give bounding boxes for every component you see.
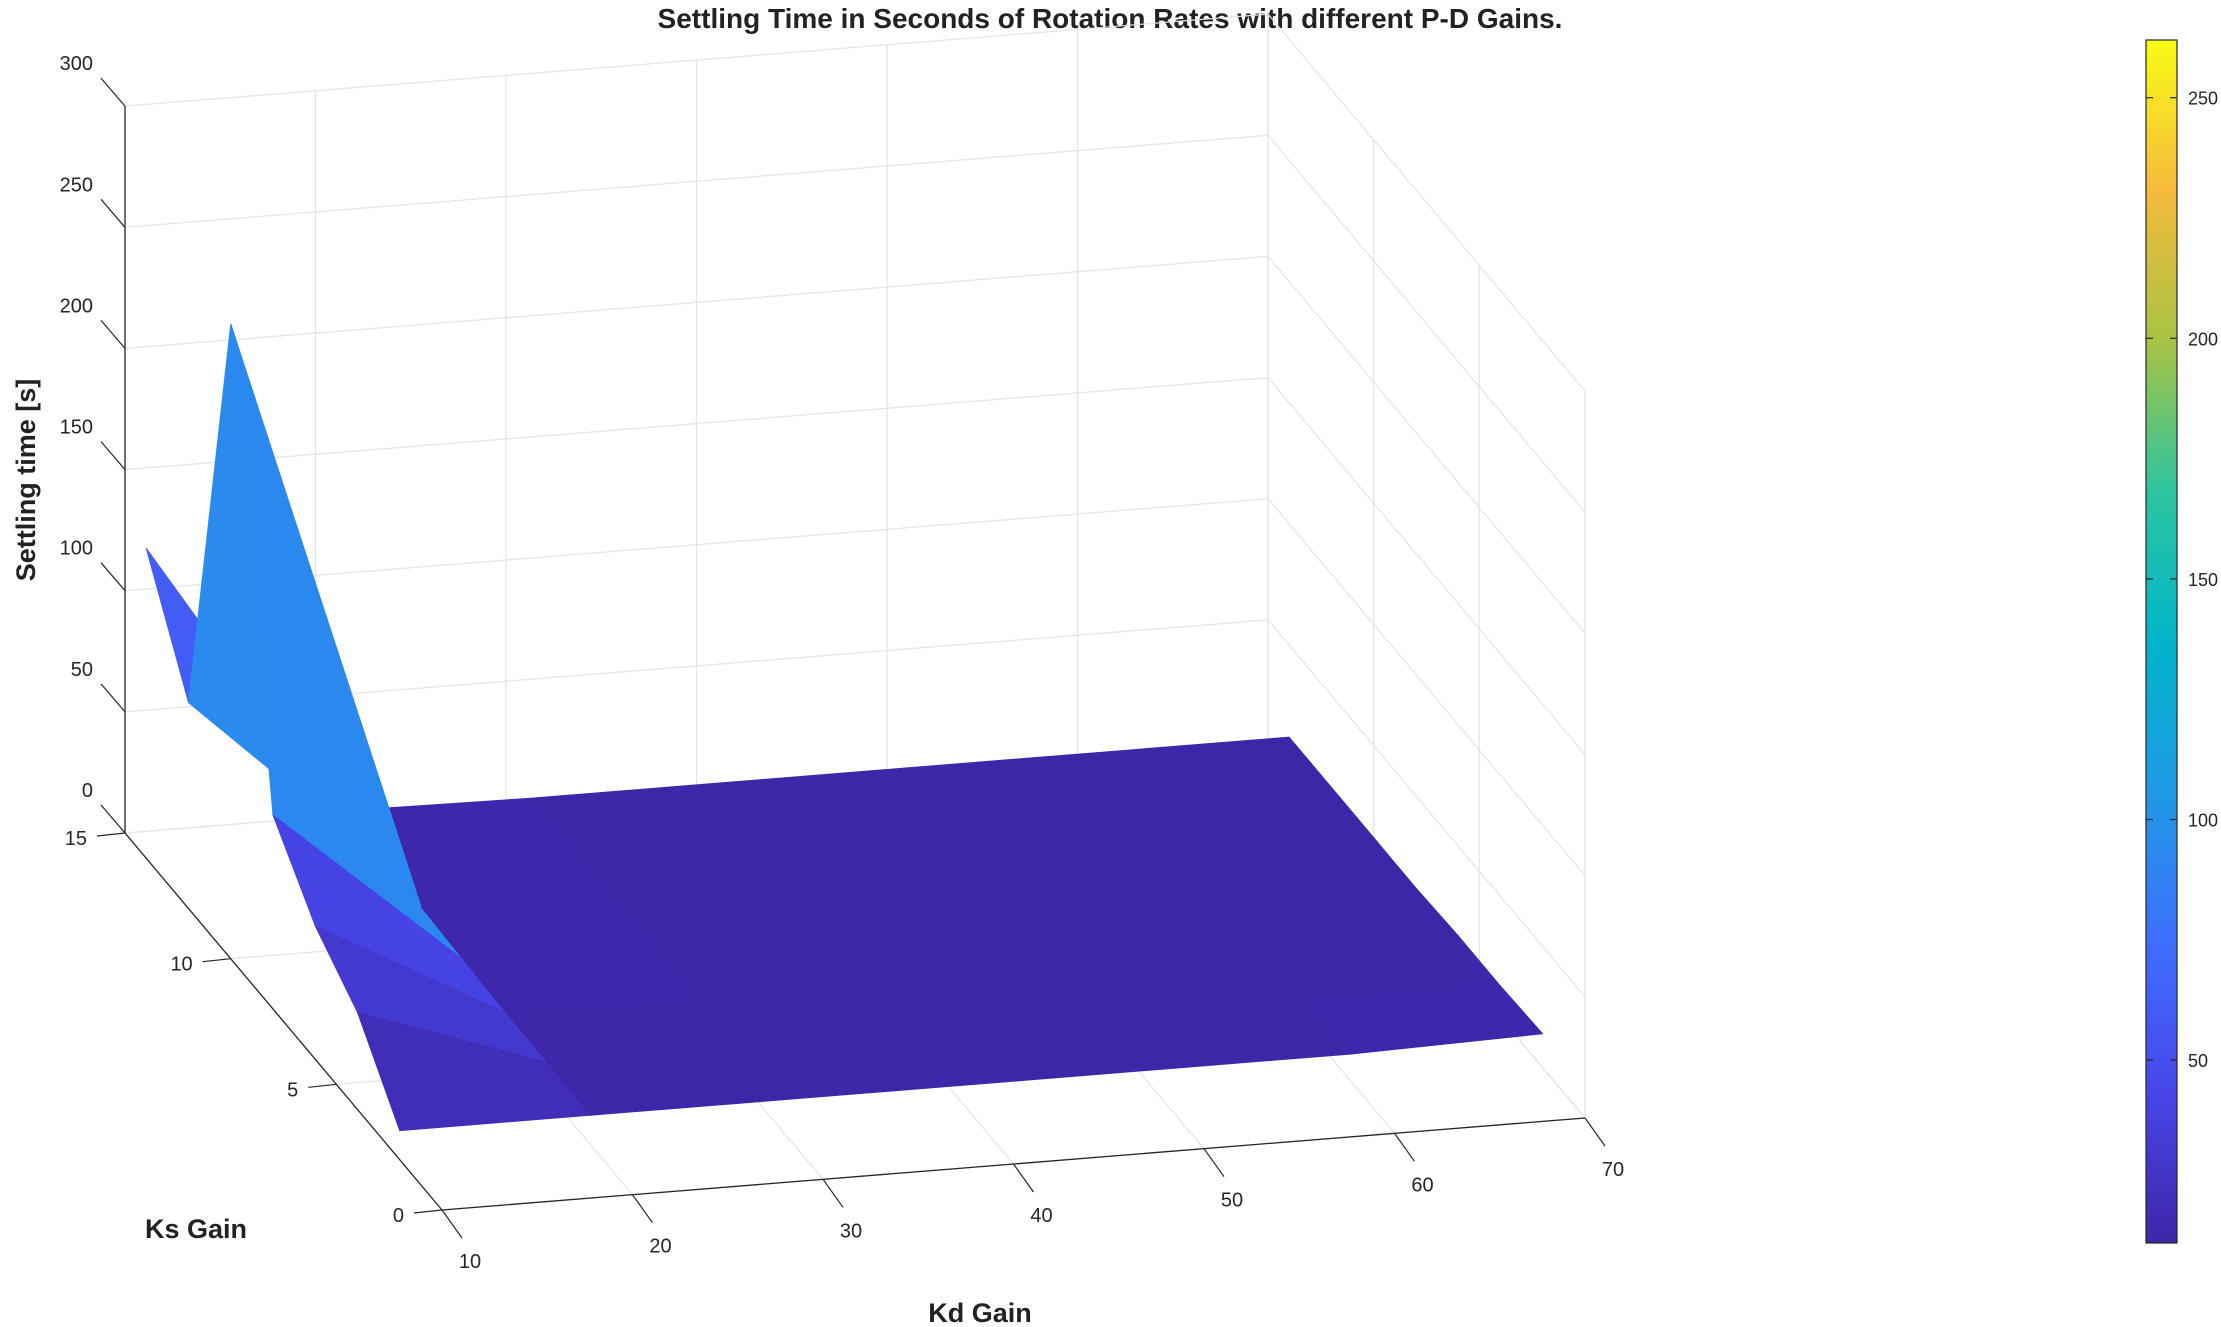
colorbar-tick-label: 250	[2188, 89, 2218, 109]
x-tick-mark	[632, 1194, 653, 1224]
y-tick-label: 10	[170, 954, 192, 976]
z-tick-label: 100	[60, 538, 93, 560]
x-tick-label: 60	[1411, 1174, 1433, 1196]
z-tick-mark	[100, 77, 126, 107]
surface-mesh	[145, 323, 1544, 1132]
y-tick-mark	[96, 832, 126, 837]
grid-line	[1267, 619, 1586, 998]
grid-line	[1267, 256, 1586, 634]
z-tick-mark	[100, 804, 126, 834]
grid-line	[1267, 498, 1586, 877]
y-axis-line	[124, 832, 443, 1211]
x-tick-mark	[441, 1209, 463, 1239]
z-tick-mark	[100, 562, 126, 592]
y-tick-mark	[413, 1209, 443, 1214]
colorbar-tick-label: 100	[2188, 811, 2218, 831]
colorbar-tick-label: 150	[2188, 570, 2218, 590]
x-tick-mark	[1013, 1163, 1034, 1193]
z-tick-mark	[100, 198, 126, 228]
x-tick-label: 40	[1030, 1205, 1052, 1227]
z-tick-mark	[100, 320, 126, 349]
x-tick-mark	[1584, 1117, 1606, 1147]
y-tick-label: 15	[65, 828, 87, 850]
x-tick-label: 10	[459, 1251, 481, 1273]
colorbar	[2145, 39, 2178, 1244]
x-tick-mark	[1394, 1132, 1415, 1162]
grid-line	[1267, 134, 1586, 513]
x-tick-label: 30	[840, 1220, 862, 1242]
colorbar-tick-label: 50	[2188, 1051, 2208, 1071]
y-axis-label: Ks Gain	[145, 1214, 247, 1244]
z-tick-label: 50	[71, 659, 93, 681]
grid-line	[1267, 377, 1586, 755]
chart-title: Settling Time in Seconds of Rotation Rat…	[658, 3, 1563, 34]
z-tick-mark	[100, 683, 126, 713]
x-tick-label: 70	[1602, 1159, 1624, 1181]
x-axis-label: Kd Gain	[928, 1298, 1032, 1327]
y-tick-label: 5	[287, 1079, 298, 1101]
z-tick-label: 200	[60, 295, 93, 317]
z-tick-label: 150	[60, 417, 93, 439]
x-tick-label: 20	[649, 1236, 671, 1258]
z-tick-label: 0	[82, 780, 93, 802]
z-axis-label: Settling time [s]	[11, 379, 41, 582]
x-tick-label: 50	[1221, 1190, 1243, 1212]
x-tick-mark	[822, 1178, 844, 1208]
y-tick-mark	[202, 958, 231, 963]
y-tick-label: 0	[393, 1205, 404, 1227]
colorbar-tick-label: 200	[2188, 329, 2218, 349]
x-tick-mark	[1203, 1148, 1225, 1178]
grid-line	[1267, 13, 1586, 392]
surface-patch	[1309, 985, 1544, 1055]
y-tick-mark	[308, 1083, 337, 1088]
colorbar-ticks: 50 100 150 200 250	[2146, 89, 2218, 1071]
z-tick-label: 250	[60, 174, 93, 196]
z-tick-label: 300	[60, 53, 93, 75]
tick-labels: 0 50 100 150 200 250 300 0 5 10 15 10 20 30 40 50 60 70	[60, 53, 1625, 1273]
z-tick-mark	[100, 441, 126, 470]
